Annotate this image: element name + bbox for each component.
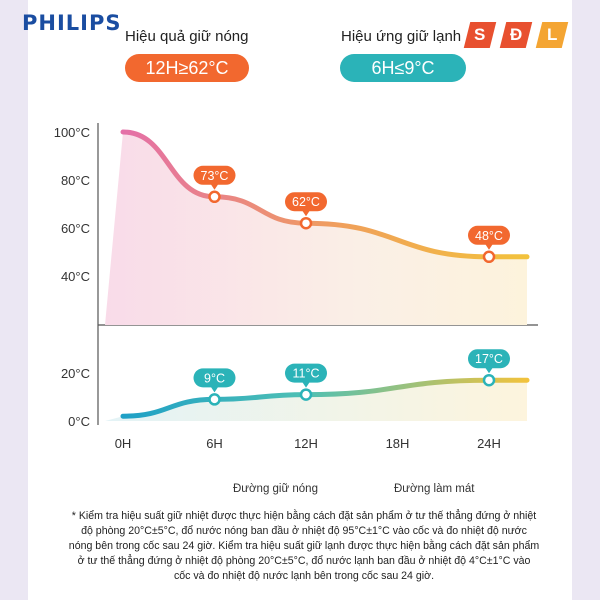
cold-data-label: 9°C [204, 371, 225, 385]
y-tick-label: 20°C [61, 366, 90, 381]
hot-point [482, 250, 496, 264]
cold-label-pointer [302, 381, 310, 388]
cold-retention-badge: 6H≤9°C [340, 54, 466, 82]
x-tick-label: 24H [477, 436, 501, 451]
y-tick-label: 100°C [54, 125, 90, 140]
footnote: * Kiểm tra hiệu suất giữ nhiệt được thực… [68, 510, 540, 582]
cold-data-label: 17°C [475, 352, 503, 366]
hot-point [208, 190, 221, 204]
cold-point [482, 373, 496, 387]
cold-point [208, 393, 221, 406]
x-tick-label: 0H [115, 436, 132, 451]
cold-data-label: 11°C [292, 367, 319, 381]
cold-label-pointer [210, 386, 219, 393]
hot-data-label: 48°C [475, 229, 503, 243]
hot-label-pointer [485, 243, 493, 250]
brand-logo: PHILIPS [22, 11, 122, 35]
hot-label-pointer [210, 183, 219, 190]
legend-cold-label: Đường làm mát [394, 483, 475, 495]
hot-data-label: 73°C [201, 169, 229, 183]
x-tick-label: 6H [206, 436, 223, 451]
y-tick-label: 40°C [61, 269, 90, 284]
hot-point [299, 216, 313, 230]
hot-retention-heading: Hiệu quả giữ nóng [125, 28, 249, 45]
y-tick-label: 0°C [68, 414, 90, 429]
legend-hot-label: Đường giữ nóng [233, 483, 318, 495]
cold-area [105, 380, 527, 421]
hot-retention-badge: 12H≥62°C [125, 54, 249, 82]
x-tick-label: 12H [294, 436, 318, 451]
cold-label-bubble [193, 368, 236, 388]
hot-label-pointer [302, 210, 310, 217]
y-tick-label: 80°C [61, 173, 90, 188]
cold-label-pointer [485, 367, 493, 374]
cold-point [299, 388, 313, 401]
hot-label-bubble [468, 225, 510, 245]
hot-label-bubble [193, 165, 236, 185]
hot-data-label: 62°C [292, 195, 320, 209]
cold-retention-heading: Hiệu ứng giữ lạnh [341, 28, 462, 45]
hot-label-bubble [285, 192, 327, 212]
cold-label-bubble [285, 363, 327, 383]
y-tick-label: 60°C [61, 221, 90, 236]
x-tick-label: 18H [386, 436, 410, 451]
hot-area [105, 132, 527, 325]
cold-label-bubble [468, 349, 510, 369]
